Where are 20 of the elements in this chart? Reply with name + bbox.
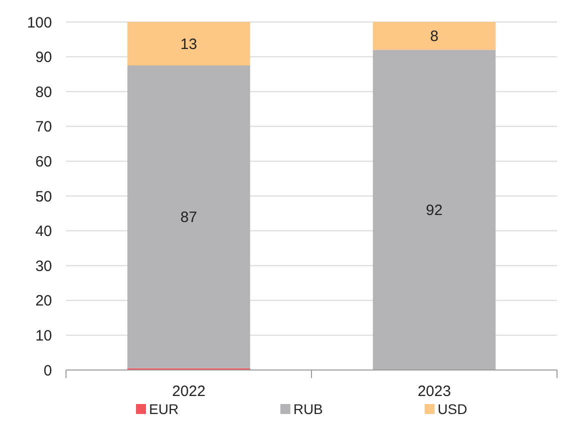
y-tick-label: 20	[35, 292, 52, 310]
data-label: 13	[180, 36, 198, 53]
y-tick-label: 70	[35, 118, 52, 136]
y-tick-label: 60	[35, 153, 52, 170]
y-tick-label: 50	[35, 188, 52, 206]
x-tick-label: 2022	[172, 383, 206, 400]
y-tick-label: 100	[26, 14, 52, 32]
y-tick-label: 40	[35, 223, 52, 240]
y-tick-label: 0	[44, 362, 52, 380]
legend-label: EUR	[149, 401, 179, 417]
data-label: 92	[426, 202, 443, 220]
legend-label: RUB	[293, 401, 323, 417]
y-tick-label: 90	[35, 49, 52, 66]
y-tick-label: 80	[35, 84, 52, 101]
y-tick-label: 10	[35, 327, 52, 344]
data-label: 87	[180, 209, 198, 226]
data-label: 8	[430, 28, 438, 46]
y-tick-label: 30	[35, 258, 52, 275]
legend-label: USD	[438, 401, 468, 417]
x-tick-label: 2023	[418, 383, 451, 400]
